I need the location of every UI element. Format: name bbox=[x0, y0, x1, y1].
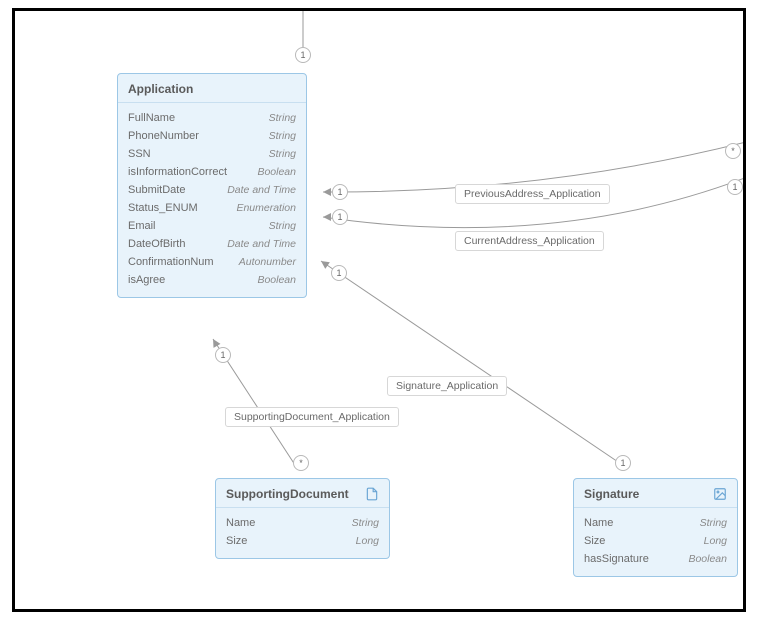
attribute-row: PhoneNumber String bbox=[128, 127, 296, 145]
attribute-type: Long bbox=[356, 535, 379, 547]
multiplicity-badge: 1 bbox=[615, 455, 631, 471]
attribute-name: Name bbox=[584, 517, 613, 529]
attribute-row: Name String bbox=[584, 514, 727, 532]
attribute-name: Name bbox=[226, 517, 255, 529]
attribute-type: String bbox=[269, 148, 296, 160]
attribute-name: isInformationCorrect bbox=[128, 166, 227, 178]
attribute-name: isAgree bbox=[128, 274, 165, 286]
association-label[interactable]: Signature_Application bbox=[387, 376, 507, 396]
diagram-frame: Application FullName String PhoneNumber Str… bbox=[12, 8, 746, 612]
image-icon bbox=[713, 487, 727, 501]
attribute-row: SSN String bbox=[128, 145, 296, 163]
multiplicity-badge: 1 bbox=[332, 184, 348, 200]
multiplicity-badge: 1 bbox=[727, 179, 743, 195]
attribute-type: Boolean bbox=[257, 166, 296, 178]
attribute-row: Size Long bbox=[584, 532, 727, 550]
attribute-name: FullName bbox=[128, 112, 175, 124]
attribute-name: hasSignature bbox=[584, 553, 649, 565]
attribute-name: Size bbox=[226, 535, 247, 547]
entity-header: Signature bbox=[574, 479, 737, 508]
entity-title: Signature bbox=[584, 487, 639, 501]
attribute-name: Status_ENUM bbox=[128, 202, 198, 214]
attribute-type: String bbox=[700, 517, 727, 529]
file-icon bbox=[365, 487, 379, 501]
entity-signature[interactable]: Signature Name String Size Long hasSignature… bbox=[573, 478, 738, 577]
association-label[interactable]: SupportingDocument_Application bbox=[225, 407, 399, 427]
edge-signatureApp bbox=[321, 261, 627, 468]
attribute-list: Name String Size Long bbox=[216, 508, 389, 558]
attribute-row: FullName String bbox=[128, 109, 296, 127]
attribute-type: String bbox=[269, 130, 296, 142]
multiplicity-badge: 1 bbox=[215, 347, 231, 363]
multiplicity-badge: * bbox=[293, 455, 309, 471]
attribute-name: DateOfBirth bbox=[128, 238, 185, 250]
attribute-name: Email bbox=[128, 220, 156, 232]
attribute-type: Date and Time bbox=[227, 238, 296, 250]
attribute-type: Autonumber bbox=[239, 256, 296, 268]
edge-arrow bbox=[323, 213, 331, 221]
multiplicity-badge: 1 bbox=[332, 209, 348, 225]
attribute-type: String bbox=[352, 517, 379, 529]
entity-title: Application bbox=[128, 82, 193, 96]
attribute-row: Status_ENUM Enumeration bbox=[128, 199, 296, 217]
attribute-type: Long bbox=[704, 535, 727, 547]
multiplicity-badge: 1 bbox=[331, 265, 347, 281]
attribute-type: Boolean bbox=[688, 553, 727, 565]
entity-header: SupportingDocument bbox=[216, 479, 389, 508]
attribute-row: Email String bbox=[128, 217, 296, 235]
attribute-row: SubmitDate Date and Time bbox=[128, 181, 296, 199]
multiplicity-badge: * bbox=[725, 143, 741, 159]
attribute-row: Size Long bbox=[226, 532, 379, 550]
attribute-row: hasSignature Boolean bbox=[584, 550, 727, 568]
attribute-row: Name String bbox=[226, 514, 379, 532]
multiplicity-badge: 1 bbox=[295, 47, 311, 63]
edge-arrow bbox=[321, 261, 330, 269]
association-label[interactable]: PreviousAddress_Application bbox=[455, 184, 610, 204]
attribute-row: isAgree Boolean bbox=[128, 271, 296, 289]
attribute-type: Enumeration bbox=[236, 202, 296, 214]
attribute-row: ConfirmationNum Autonumber bbox=[128, 253, 296, 271]
entity-application[interactable]: Application FullName String PhoneNumber Str… bbox=[117, 73, 307, 298]
association-label[interactable]: CurrentAddress_Application bbox=[455, 231, 604, 251]
attribute-type: Boolean bbox=[257, 274, 296, 286]
diagram-canvas: Application FullName String PhoneNumber Str… bbox=[15, 11, 743, 609]
attribute-list: Name String Size Long hasSignature Boolean bbox=[574, 508, 737, 576]
attribute-type: String bbox=[269, 220, 296, 232]
attribute-name: SubmitDate bbox=[128, 184, 185, 196]
attribute-name: PhoneNumber bbox=[128, 130, 199, 142]
attribute-name: Size bbox=[584, 535, 605, 547]
attribute-type: String bbox=[269, 112, 296, 124]
attribute-name: SSN bbox=[128, 148, 151, 160]
attribute-row: isInformationCorrect Boolean bbox=[128, 163, 296, 181]
entity-header: Application bbox=[118, 74, 306, 103]
attribute-list: FullName String PhoneNumber String SSN String… bbox=[118, 103, 306, 297]
attribute-type: Date and Time bbox=[227, 184, 296, 196]
attribute-name: ConfirmationNum bbox=[128, 256, 214, 268]
attribute-row: DateOfBirth Date and Time bbox=[128, 235, 296, 253]
edge-arrow bbox=[323, 188, 331, 196]
entity-supporting-document[interactable]: SupportingDocument Name String Size Long bbox=[215, 478, 390, 559]
entity-title: SupportingDocument bbox=[226, 487, 349, 501]
